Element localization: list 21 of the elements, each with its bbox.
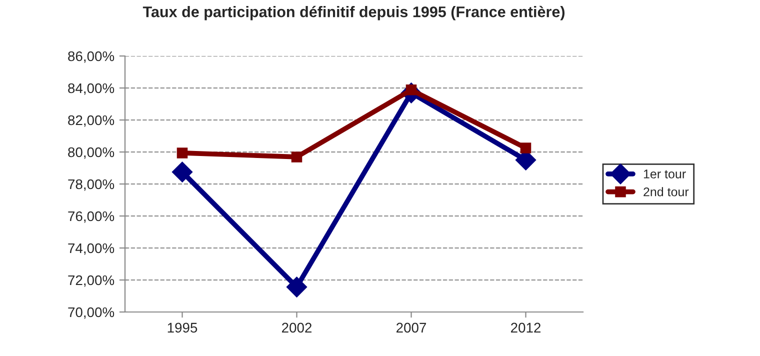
x-tick-label: 2012 [511,322,541,333]
point [520,142,532,154]
y-tick-label: 70,00% [68,307,114,319]
x-tick-label: 1995 [168,322,198,333]
point [176,148,188,158]
chart-title: Taux de participation définitif depuis 1995 (France entière) [142,6,565,20]
point [286,276,308,298]
y-tick-label: 76,00% [68,211,114,223]
y-tick-label: 78,00% [68,179,114,191]
legend-label: 2nd tour [644,187,689,196]
y-tick-label: 72,00% [68,275,114,287]
legend-label: 1er tour [644,170,686,178]
y-tick-label: 84,00% [68,83,114,95]
point [291,152,302,162]
y-tick-label: 80,00% [68,147,114,159]
point [172,162,193,182]
y-tick-label: 82,00% [68,115,114,127]
x-tick-label: 2007 [396,322,426,333]
x-tick-label: 2002 [282,322,312,333]
y-tick-label: 74,00% [68,243,114,255]
y-tick-label: 86,00% [68,51,114,63]
